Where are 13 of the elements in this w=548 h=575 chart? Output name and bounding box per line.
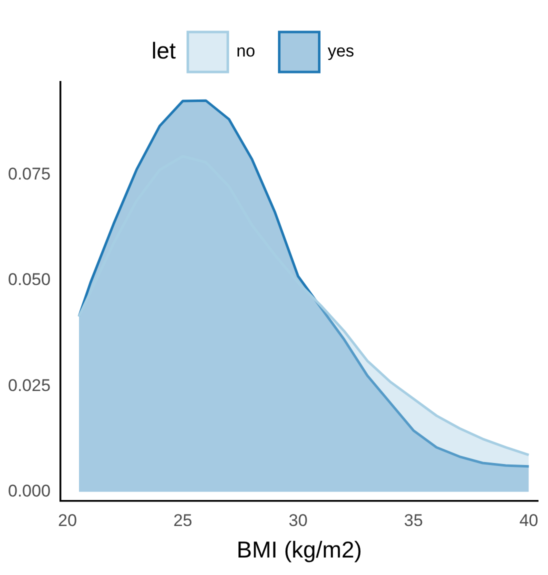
y-tick-label: 0.000 [8, 481, 51, 500]
x-tick-label: 40 [519, 510, 538, 530]
legend-label: yes [328, 42, 354, 61]
y-tick-label: 0.075 [8, 164, 51, 184]
x-tick-label: 30 [288, 510, 308, 530]
legend-title: let [152, 37, 176, 64]
y-tick-label: 0.025 [8, 376, 51, 395]
x-axis-title: BMI (kg/m2) [236, 536, 362, 563]
y-tick-label: 0.050 [8, 270, 51, 290]
x-tick-label: 20 [58, 510, 77, 530]
x-tick-label: 25 [173, 510, 192, 530]
legend-label: no [236, 42, 256, 61]
x-tick-label: 35 [404, 510, 423, 530]
